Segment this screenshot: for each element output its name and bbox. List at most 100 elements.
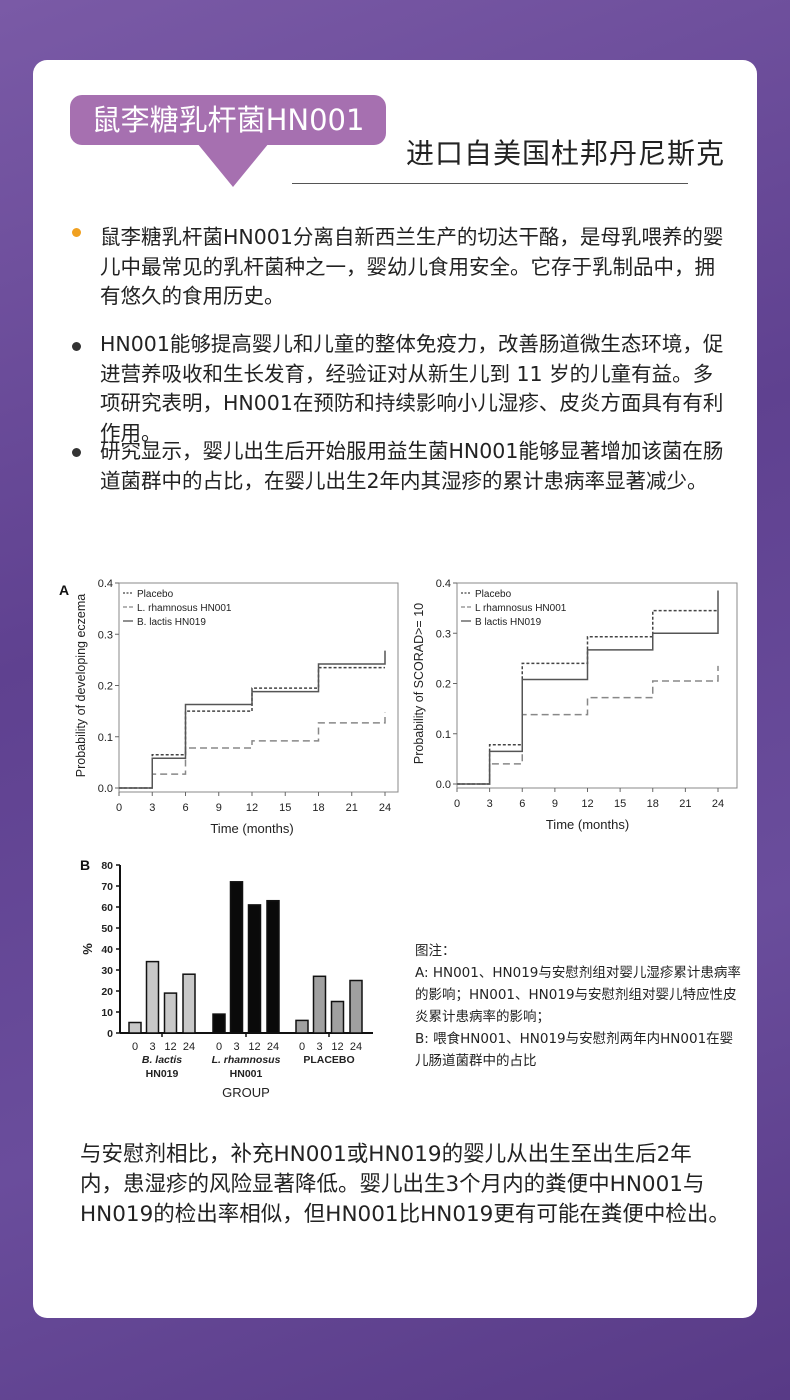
x-tick-label: 18 bbox=[312, 802, 324, 814]
badge-pointer bbox=[197, 143, 269, 187]
bar bbox=[295, 1019, 309, 1034]
y-tick-label: 0.1 bbox=[436, 729, 451, 741]
x-axis-label: GROUP bbox=[222, 1085, 270, 1100]
category-label: 24 bbox=[267, 1041, 279, 1053]
y-tick-label: 20 bbox=[101, 986, 113, 998]
category-label: 24 bbox=[350, 1041, 362, 1053]
y-tick-label: 0.2 bbox=[436, 679, 451, 691]
category-label: 12 bbox=[331, 1041, 343, 1053]
bar bbox=[212, 1013, 226, 1034]
content-card bbox=[33, 60, 757, 1318]
category-label: 3 bbox=[316, 1041, 322, 1053]
bar bbox=[163, 992, 178, 1034]
y-tick-label: 10 bbox=[101, 1007, 113, 1019]
legend-label: Placebo bbox=[137, 589, 174, 600]
legend-label: L rhamnosus HN001 bbox=[475, 603, 567, 614]
subtitle: 进口自美国杜邦丹尼斯克 bbox=[406, 137, 726, 170]
caption-b: B: 喂食HN001、HN019与安慰剂两年内HN001在婴儿肠道菌群中的占比 bbox=[415, 1031, 734, 1069]
x-tick-label: 21 bbox=[346, 802, 358, 814]
legend-label: L. rhamnosus HN001 bbox=[137, 603, 232, 614]
caption-title: 图注： bbox=[415, 943, 456, 959]
y-tick-label: 30 bbox=[101, 965, 113, 977]
x-tick-label: 21 bbox=[679, 798, 691, 810]
y-tick-label: 0.2 bbox=[98, 681, 113, 693]
x-tick-label: 24 bbox=[712, 798, 724, 810]
bullet-dot bbox=[72, 228, 81, 237]
x-tick-label: 15 bbox=[279, 802, 291, 814]
bar bbox=[128, 1021, 142, 1034]
x-tick-label: 9 bbox=[552, 798, 558, 810]
series-line-solid bbox=[457, 590, 719, 785]
bar bbox=[247, 904, 262, 1034]
y-tick-label: 0.4 bbox=[436, 578, 451, 590]
y-tick-label: 0.3 bbox=[98, 629, 113, 641]
panel-label: B bbox=[80, 857, 90, 873]
group-label: HN001 bbox=[230, 1068, 263, 1080]
category-label: 3 bbox=[149, 1041, 155, 1053]
group-label-italic: B. lactis bbox=[142, 1054, 182, 1066]
x-tick-label: 12 bbox=[246, 802, 258, 814]
series-line-dotted bbox=[119, 666, 385, 789]
group-label-italic: L. rhamnosus bbox=[212, 1054, 281, 1066]
category-label: 12 bbox=[248, 1041, 260, 1053]
x-axis-label: Time (months) bbox=[546, 817, 629, 832]
category-label: 0 bbox=[299, 1041, 305, 1053]
plot-frame bbox=[118, 582, 399, 793]
group-label: HN019 bbox=[146, 1068, 179, 1080]
legend-label: B. lactis HN019 bbox=[137, 617, 206, 628]
series-line-dashed bbox=[119, 712, 386, 789]
x-tick-label: 3 bbox=[487, 798, 493, 810]
bullet-dot bbox=[72, 342, 81, 351]
legend-label: Placebo bbox=[475, 589, 512, 600]
summary-text: 与安慰剂相比，补充HN001或HN019的婴儿从出生至出生后2年内，患湿疹的风险… bbox=[80, 1142, 730, 1227]
y-tick-label: 0.0 bbox=[436, 779, 451, 791]
category-label: 12 bbox=[164, 1041, 176, 1053]
divider bbox=[292, 183, 688, 184]
y-tick-label: 0.0 bbox=[98, 783, 113, 795]
x-tick-label: 6 bbox=[519, 798, 525, 810]
x-tick-label: 12 bbox=[581, 798, 593, 810]
series-line-dotted bbox=[457, 609, 718, 785]
y-tick-label: 60 bbox=[101, 902, 113, 914]
y-tick-label: 70 bbox=[101, 881, 113, 893]
figure-caption: 图注： A: HN001、HN019与安慰剂组对婴儿湿疹累计患病率的影响；HN0… bbox=[415, 940, 745, 1072]
y-axis-label: Probability of SCORAD>= 10 bbox=[412, 603, 426, 764]
group-label: PLACEBO bbox=[303, 1054, 354, 1066]
y-tick-label: 0.4 bbox=[98, 578, 113, 590]
y-tick-label: 80 bbox=[101, 860, 113, 872]
y-tick-label: 0 bbox=[107, 1028, 113, 1040]
y-tick-label: 0.1 bbox=[98, 732, 113, 744]
bar bbox=[229, 881, 244, 1034]
x-tick-label: 24 bbox=[379, 802, 391, 814]
x-tick-label: 0 bbox=[116, 802, 122, 814]
category-label: 24 bbox=[183, 1041, 195, 1053]
x-tick-label: 3 bbox=[149, 802, 155, 814]
y-axis-label: % bbox=[80, 943, 95, 955]
y-tick-label: 50 bbox=[101, 923, 113, 935]
x-axis-label: Time (months) bbox=[210, 821, 293, 836]
bullet-text-3: 研究显示，婴儿出生后开始服用益生菌HN001能够显著增加该菌在肠道菌群中的占比，… bbox=[100, 439, 724, 493]
series-line-dashed bbox=[457, 665, 719, 785]
bar bbox=[312, 975, 327, 1034]
legend-label: B lactis HN019 bbox=[475, 617, 542, 628]
y-tick-label: 40 bbox=[101, 944, 113, 956]
x-tick-label: 15 bbox=[614, 798, 626, 810]
bar bbox=[266, 899, 280, 1034]
bar bbox=[145, 960, 160, 1034]
bar bbox=[330, 1000, 345, 1034]
x-tick-label: 9 bbox=[216, 802, 222, 814]
panel-label: A bbox=[59, 582, 69, 598]
y-axis-label: Probability of developing eczema bbox=[74, 594, 88, 777]
x-tick-label: 0 bbox=[454, 798, 460, 810]
category-label: 0 bbox=[132, 1041, 138, 1053]
bullet-dot bbox=[72, 448, 81, 457]
x-tick-label: 18 bbox=[647, 798, 659, 810]
series-line-solid bbox=[119, 650, 386, 789]
y-tick-label: 0.3 bbox=[436, 628, 451, 640]
bar bbox=[182, 973, 196, 1034]
bar bbox=[349, 979, 363, 1034]
bullet-text-1: 鼠李糖乳杆菌HN001分离自新西兰生产的切达干酪，是母乳喂养的婴儿中最常见的乳杆… bbox=[100, 225, 724, 308]
caption-a: A: HN001、HN019与安慰剂组对婴儿湿疹累计患病率的影响；HN001、H… bbox=[415, 965, 741, 1025]
plot-frame bbox=[456, 582, 738, 789]
